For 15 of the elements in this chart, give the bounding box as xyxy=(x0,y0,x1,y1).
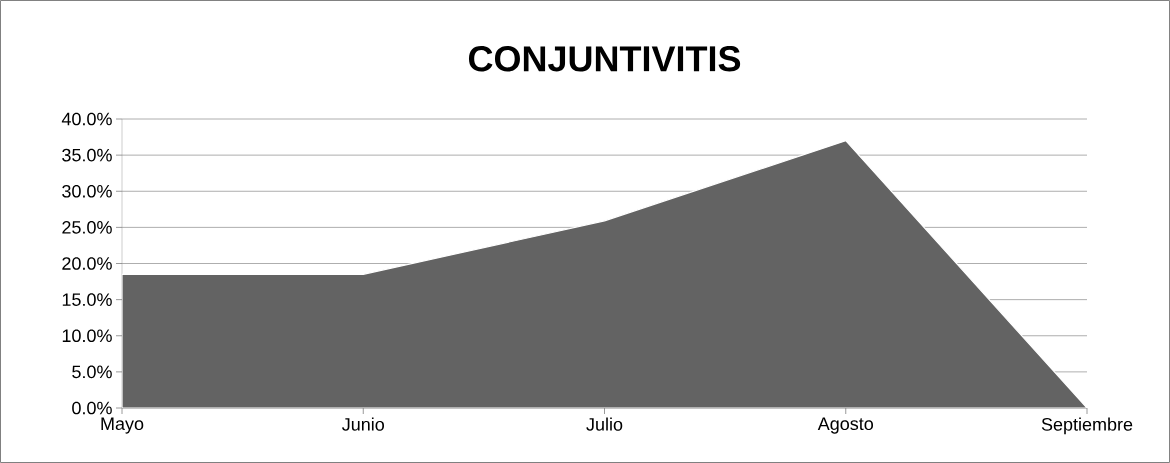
x-tick-label: Julio xyxy=(586,417,623,431)
chart-title: CONJUNTIVITIS xyxy=(468,46,741,72)
y-tick-label: 25.0% xyxy=(62,221,112,234)
y-tick-label: 20.0% xyxy=(62,257,112,270)
x-tick-label: Agosto xyxy=(817,417,874,434)
y-tick-label: 15.0% xyxy=(62,293,112,306)
y-tick-label: 10.0% xyxy=(62,329,112,343)
y-tick-label: 30.0% xyxy=(62,184,112,198)
y-tick-label: 0.0% xyxy=(72,401,112,415)
y-tick-label: 40.0% xyxy=(61,112,112,126)
y-tick-label: 5.0% xyxy=(72,365,112,379)
y-tick-label: 35.0% xyxy=(62,148,112,162)
x-tick-label: Mayo xyxy=(101,417,144,434)
x-tick-label: Junio xyxy=(342,417,384,431)
x-tick-label: Septiembre xyxy=(1041,417,1133,435)
